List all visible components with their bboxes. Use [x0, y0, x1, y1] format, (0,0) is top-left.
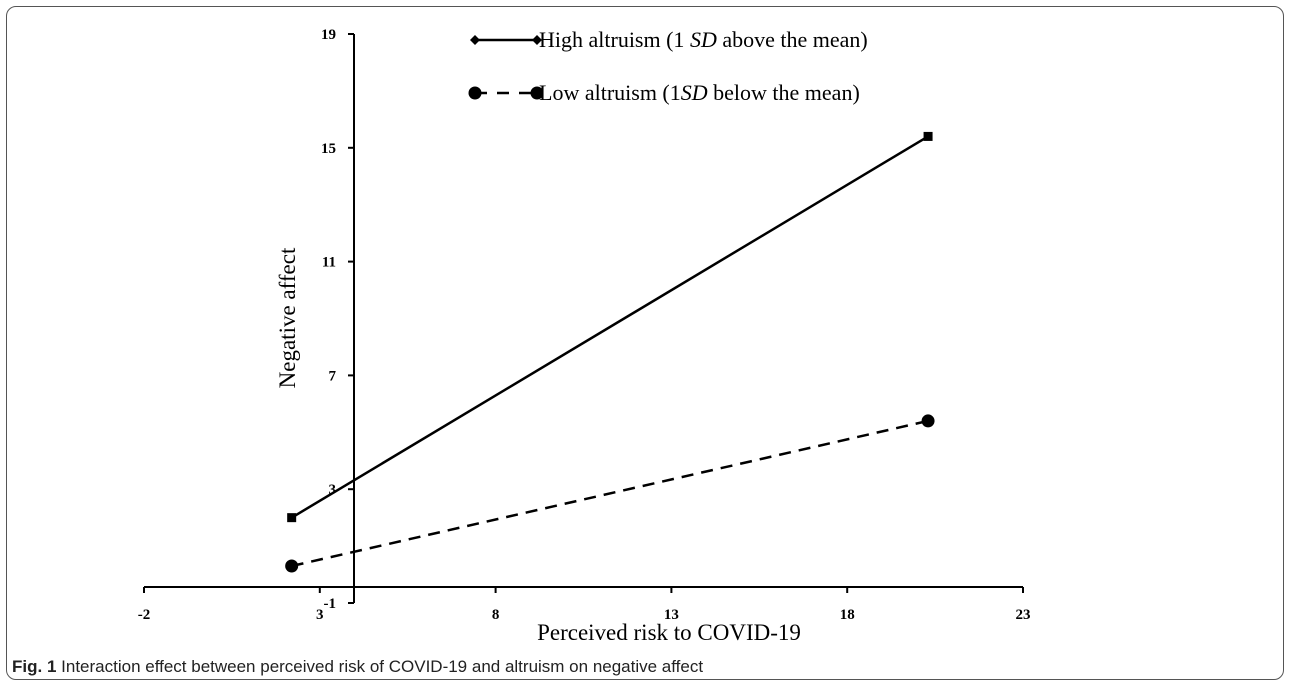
legend-marker: [470, 35, 480, 45]
data-point: [922, 414, 935, 427]
y-tick-label: -1: [324, 596, 337, 612]
series-line-high-altruism: [292, 136, 928, 517]
legend-entry: High altruism (1 SD above the mean): [539, 27, 868, 52]
y-tick-label: 19: [321, 27, 336, 43]
figure-caption-text: Interaction effect between perceived ris…: [61, 657, 703, 676]
figure-caption: Fig. 1 Interaction effect between percei…: [12, 657, 703, 677]
series-line-low-altruism: [292, 421, 928, 566]
x-tick-label: -2: [138, 607, 151, 623]
figure-caption-label: Fig. 1: [12, 657, 56, 676]
x-tick-label: 18: [840, 607, 855, 623]
x-axis-label: Perceived risk to COVID-19: [537, 620, 801, 645]
y-tick-label: 7: [329, 368, 337, 384]
x-tick-label: 3: [316, 607, 324, 623]
x-tick-label: 23: [1016, 607, 1031, 623]
data-point: [924, 132, 933, 141]
x-tick-label: 8: [492, 607, 500, 623]
y-tick-label: 11: [322, 255, 336, 271]
chart-legend: High altruism (1 SD above the mean) Low a…: [469, 27, 868, 105]
data-point: [287, 513, 296, 522]
chart-series: [285, 132, 934, 573]
legend-marker: [469, 87, 482, 100]
y-tick-label: 15: [321, 141, 336, 157]
legend-entry: Low altruism (1SD below the mean): [539, 80, 860, 105]
y-axis-label: Negative affect: [275, 247, 300, 388]
data-point: [285, 560, 298, 573]
